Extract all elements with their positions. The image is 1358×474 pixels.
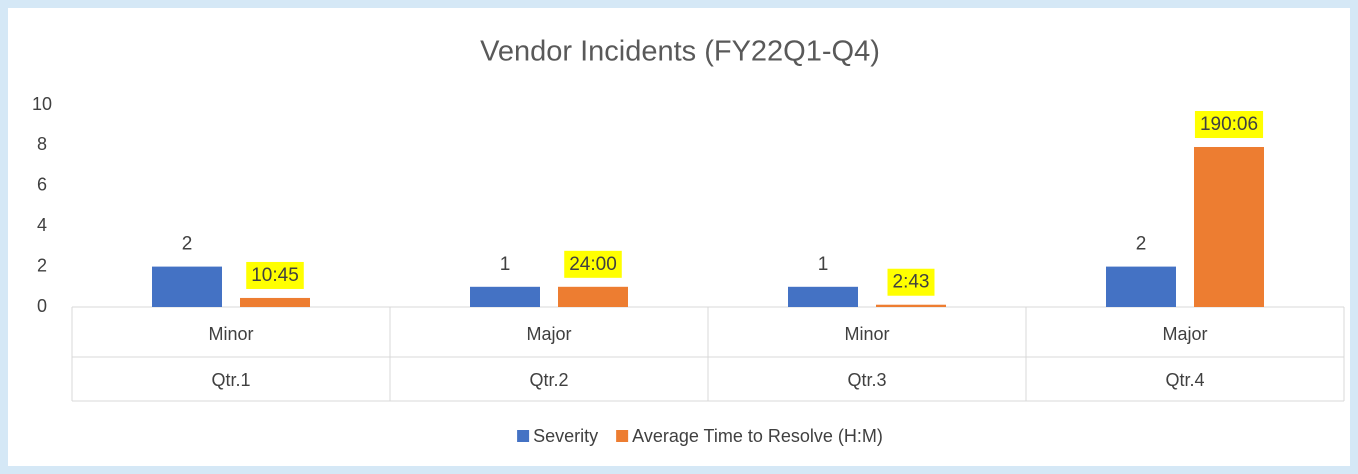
data-label-background [887,268,935,296]
x-tick-label: Major [526,324,571,344]
bar [152,266,222,307]
bar [470,286,540,307]
y-tick-label: 8 [37,134,47,154]
bar [1194,146,1264,307]
data-label: 190:06 [1200,114,1258,135]
data-label: 24:00 [569,254,617,275]
x-tick-label: Major [1162,324,1207,344]
data-label: 1 [818,254,829,275]
data-label: 2 [1136,234,1147,255]
x-group-label: Qtr.2 [529,370,568,390]
data-label: 10:45 [251,265,299,286]
bar [876,304,946,307]
data-label: 1 [500,254,511,275]
x-group-label: Qtr.3 [847,370,886,390]
legend-label: Severity [533,426,598,446]
x-tick-label: Minor [844,324,889,344]
y-tick-label: 0 [37,296,47,316]
legend: Severity Average Time to Resolve (H:M) [517,426,883,446]
data-label-background [1194,111,1264,139]
data-label: 2:43 [893,272,930,293]
chart-area [8,8,1350,466]
bar [1106,266,1176,307]
bar [558,286,628,307]
y-tick-label: 10 [32,94,52,114]
legend-swatch [616,430,629,442]
bar [240,297,310,307]
y-tick-label: 6 [37,175,47,195]
data-label-background [564,250,622,278]
legend-label: Average Time to Resolve (H:M) [632,426,883,446]
data-label: 2 [182,234,193,255]
data-label-background [246,261,304,289]
x-group-label: Qtr.4 [1165,370,1204,390]
chart-title: Vendor Incidents (FY22Q1-Q4) [480,36,880,68]
y-tick-label: 2 [37,255,47,275]
legend-swatch [517,430,530,442]
x-group-label: Qtr.1 [211,370,250,390]
y-tick-label: 4 [37,215,47,235]
x-tick-label: Minor [208,324,253,344]
bar [788,286,858,307]
